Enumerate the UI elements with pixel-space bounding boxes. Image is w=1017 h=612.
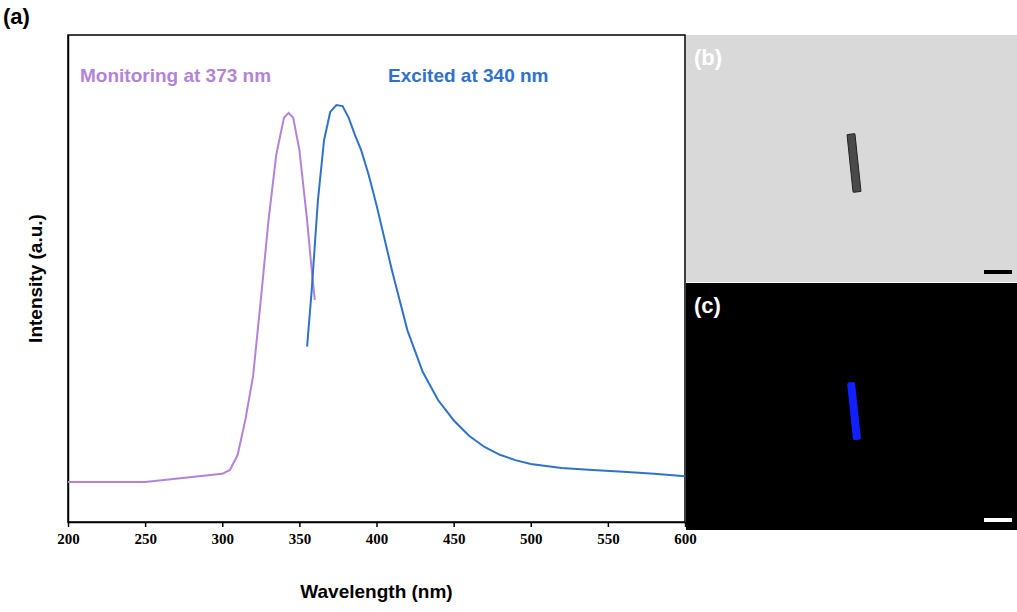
x-tick-mark bbox=[453, 522, 455, 527]
x-tick-mark bbox=[68, 522, 70, 527]
x-tick-mark bbox=[145, 522, 147, 527]
x-tick: 550 bbox=[597, 522, 620, 547]
plot-frame bbox=[68, 35, 685, 522]
panel-letter: (b) bbox=[694, 45, 722, 70]
crystal-rod bbox=[847, 382, 861, 441]
x-axis: 200 250 300 350 400 450 500 550 600 bbox=[57, 522, 697, 547]
crystal-rod bbox=[847, 134, 861, 193]
x-tick-mark bbox=[376, 522, 378, 527]
x-tick-mark bbox=[531, 522, 533, 527]
x-tick: 500 bbox=[520, 522, 543, 547]
panel-letter: (a) bbox=[3, 4, 30, 29]
x-tick-label: 200 bbox=[57, 531, 80, 547]
x-tick-label: 450 bbox=[443, 531, 466, 547]
plot-lines bbox=[68, 105, 685, 482]
figure: 200 250 300 350 400 450 500 550 600 Monitoring at… bbox=[0, 0, 1017, 612]
x-tick-label: 400 bbox=[366, 531, 389, 547]
spectrum-line bbox=[68, 113, 315, 482]
series-label: Monitoring at 373 nm bbox=[80, 65, 271, 86]
micrograph-background bbox=[686, 35, 1017, 282]
x-tick: 300 bbox=[212, 522, 235, 547]
x-axis-title: Wavelength (nm) bbox=[300, 581, 452, 602]
x-tick: 200 bbox=[57, 522, 80, 547]
spectrum-line bbox=[307, 105, 685, 476]
x-tick-label: 550 bbox=[597, 531, 620, 547]
x-tick-label: 250 bbox=[134, 531, 157, 547]
x-tick-mark bbox=[608, 522, 610, 527]
x-tick-label: 300 bbox=[212, 531, 235, 547]
micrograph-panel: (b) bbox=[686, 35, 1017, 282]
x-tick-label: 500 bbox=[520, 531, 543, 547]
x-tick: 250 bbox=[134, 522, 157, 547]
y-axis-line bbox=[68, 36, 70, 523]
panel-letter: (c) bbox=[694, 293, 721, 318]
x-tick: 350 bbox=[289, 522, 312, 547]
scale-bar bbox=[984, 518, 1012, 522]
x-tick: 400 bbox=[366, 522, 389, 547]
x-tick-mark bbox=[222, 522, 224, 527]
y-axis-title: Intensity (a.u.) bbox=[25, 214, 46, 343]
scale-bar bbox=[984, 270, 1012, 274]
y-axis bbox=[68, 36, 69, 523]
x-tick-mark bbox=[299, 522, 301, 527]
micrograph-background bbox=[686, 283, 1017, 530]
x-tick-label: 350 bbox=[289, 531, 312, 547]
series-label: Excited at 340 nm bbox=[388, 65, 549, 86]
x-tick: 450 bbox=[443, 522, 466, 547]
micrograph-panel: (c) bbox=[686, 283, 1017, 530]
x-tick-label: 600 bbox=[674, 531, 697, 547]
